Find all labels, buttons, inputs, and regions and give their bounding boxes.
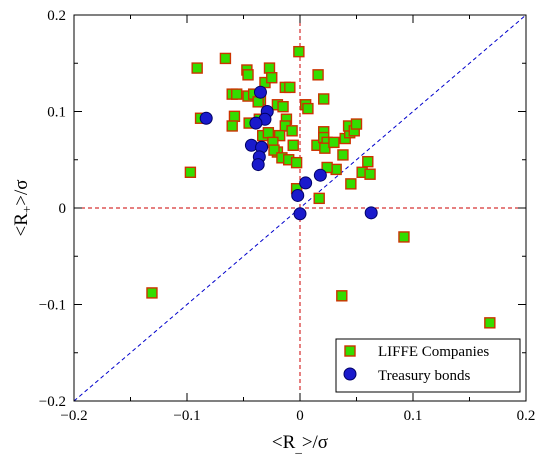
y-tick-label: −0.2 — [39, 394, 66, 410]
y-tick-label: −0.1 — [39, 298, 66, 314]
liffe-company-point — [318, 93, 330, 105]
legend: LIFFE Companies Treasury bonds — [335, 338, 521, 393]
y-axis-label-open: <R — [11, 213, 32, 237]
liffe-company-point — [337, 149, 349, 161]
liffe-company-point — [191, 62, 203, 74]
liffe-company-point — [277, 100, 289, 113]
treasury-bond-point — [199, 111, 213, 125]
liffe-company-point — [336, 290, 348, 302]
liffe-company-point — [321, 161, 333, 174]
treasury-bond-point — [249, 116, 263, 130]
legend-marker-liffe — [344, 345, 356, 357]
liffe-company-point — [290, 156, 303, 169]
liffe-company-point — [184, 166, 197, 178]
treasury-bond-point — [364, 206, 378, 220]
liffe-company-point — [312, 69, 324, 81]
liffe-company-point — [398, 231, 410, 243]
liffe-company-point — [345, 178, 357, 190]
liffe-company-point — [293, 45, 305, 58]
tick-labels: −0.2 −0.1 0 0.1 0.2 −0.2 −0.1 0 0.1 0.2 — [39, 8, 536, 424]
x-axis-label-sub: _ — [294, 440, 302, 455]
axis-ticks — [73, 14, 527, 402]
liffe-company-point — [286, 125, 298, 137]
liffe-company-point — [263, 62, 276, 74]
liffe-company-point — [268, 144, 280, 156]
liffe-company-point — [328, 136, 340, 149]
liffe-company-point — [362, 155, 374, 168]
liffe-company-point — [313, 192, 325, 205]
treasury-bond-point — [293, 207, 307, 221]
liffe-company-point — [146, 287, 158, 299]
y-axis-label-sub: + — [19, 206, 34, 213]
x-tick-label: 0.2 — [517, 408, 536, 424]
x-tick-label: 0 — [296, 408, 304, 424]
legend-label-liffe: LIFFE Companies — [378, 344, 489, 360]
liffe-company-point — [364, 168, 376, 180]
x-tick-label: −0.2 — [60, 408, 87, 424]
data-marks — [146, 45, 496, 329]
liffe-company-point — [302, 102, 314, 115]
legend-box — [335, 338, 521, 393]
liffe-company-point — [350, 118, 363, 130]
x-axis-label-open: <R — [272, 432, 296, 453]
treasury-bond-point — [291, 188, 305, 202]
liffe-company-point — [219, 52, 232, 65]
liffe-company-point — [242, 69, 254, 81]
y-axis-label-close: >/σ — [11, 180, 32, 206]
treasury-bond-point — [251, 158, 265, 172]
treasury-bond-point — [253, 85, 267, 99]
liffe-company-point — [226, 120, 238, 132]
x-axis-label-close: >/σ — [302, 432, 328, 453]
x-tick-label: 0.1 — [404, 408, 423, 424]
liffe-company-point — [287, 139, 299, 151]
liffe-company-point — [231, 88, 243, 100]
legend-label-treasury: Treasury bonds — [378, 368, 471, 384]
liffe-company-point — [273, 129, 286, 142]
y-tick-label: 0.1 — [47, 105, 66, 121]
liffe-company-point — [262, 127, 275, 139]
y-axis-label: <R+>/σ — [11, 180, 34, 237]
treasury-bond-point — [299, 176, 313, 190]
x-axis-label: <R_>/σ — [272, 432, 328, 455]
liffe-company-point — [266, 72, 278, 84]
y-tick-label: 0.2 — [47, 8, 66, 24]
x-tick-label: −0.1 — [173, 408, 200, 424]
treasury-bond-point — [313, 168, 327, 182]
liffe-company-point — [484, 317, 496, 329]
y-tick-label: 0 — [59, 201, 67, 217]
liffe-company-point — [319, 142, 331, 154]
liffe-company-point — [228, 110, 241, 123]
legend-marker-treasury — [343, 367, 357, 381]
liffe-company-point — [284, 81, 296, 94]
